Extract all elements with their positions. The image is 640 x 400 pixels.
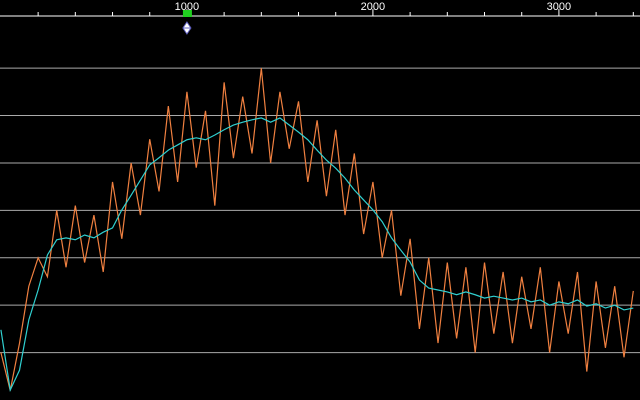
marker-diamond xyxy=(182,21,192,35)
series-line xyxy=(0,68,634,391)
marker-flag xyxy=(182,10,192,17)
x-tick-label: 1000 xyxy=(175,1,199,13)
series-line xyxy=(0,117,634,393)
x-tick-label: 3000 xyxy=(547,1,571,13)
x-tick-label: 2000 xyxy=(361,1,385,13)
